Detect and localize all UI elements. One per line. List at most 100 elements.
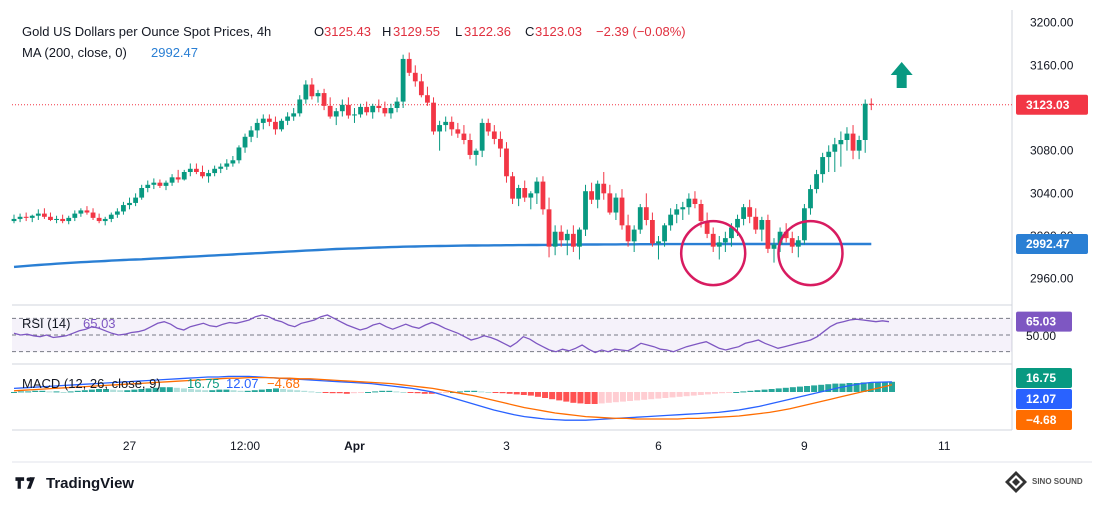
candle-body[interactable] [856, 140, 862, 151]
candle-body[interactable] [303, 84, 309, 100]
candle-body[interactable] [577, 229, 582, 247]
candle-body[interactable] [60, 218, 66, 222]
candle-body[interactable] [735, 218, 740, 228]
candle-body[interactable] [279, 120, 284, 130]
candle-body[interactable] [17, 216, 23, 219]
candle-body[interactable] [686, 198, 692, 208]
candle-body[interactable] [455, 129, 461, 134]
candle-body[interactable] [291, 113, 297, 117]
candle-body[interactable] [139, 188, 145, 198]
candle-body[interactable] [266, 118, 272, 122]
candle-body[interactable] [583, 191, 588, 230]
candle-body[interactable] [273, 121, 278, 130]
candle-body[interactable] [431, 102, 436, 132]
candle-body[interactable] [704, 221, 710, 234]
candle-body[interactable] [333, 111, 339, 117]
candle-body[interactable] [84, 210, 90, 213]
candle-body[interactable] [777, 231, 783, 245]
candle-body[interactable] [485, 122, 491, 132]
candle-body[interactable] [66, 217, 72, 222]
candle-body[interactable] [339, 104, 345, 112]
candle-body[interactable] [42, 213, 47, 217]
candle-body[interactable] [546, 209, 552, 247]
candle-body[interactable] [406, 58, 412, 73]
candle-body[interactable] [808, 189, 813, 209]
candle-body[interactable] [96, 217, 102, 222]
candle-body[interactable] [710, 233, 716, 247]
candle-body[interactable] [540, 181, 546, 210]
candle-body[interactable] [595, 183, 601, 200]
candle-body[interactable] [558, 231, 564, 241]
candle-body[interactable] [668, 214, 674, 226]
candle-body[interactable] [814, 174, 819, 190]
candle-body[interactable] [662, 225, 667, 242]
candle-body[interactable] [145, 184, 151, 188]
candle-body[interactable] [175, 177, 181, 180]
candle-body[interactable] [72, 213, 78, 218]
candle-body[interactable] [832, 144, 838, 152]
candle-body[interactable] [747, 207, 753, 217]
candle-body[interactable] [491, 131, 497, 139]
candle-body[interactable] [242, 136, 248, 148]
candle-body[interactable] [388, 108, 394, 114]
candle-body[interactable] [48, 216, 53, 220]
candle-body[interactable] [643, 207, 649, 220]
candle-body[interactable] [552, 231, 558, 247]
candle-body[interactable] [783, 231, 789, 239]
candle-body[interactable] [789, 238, 795, 247]
candle-body[interactable] [224, 163, 230, 167]
candle-body[interactable] [656, 241, 661, 244]
candle-body[interactable] [528, 193, 534, 198]
candle-body[interactable] [753, 216, 759, 230]
candle-body[interactable] [741, 207, 746, 219]
candle-body[interactable] [297, 99, 303, 114]
candle-body[interactable] [479, 122, 485, 151]
candle-body[interactable] [400, 58, 406, 102]
candle-body[interactable] [522, 188, 528, 198]
candle-body[interactable] [236, 147, 242, 161]
candle-body[interactable] [133, 197, 138, 203]
candle-body[interactable] [327, 105, 333, 117]
candle-body[interactable] [157, 182, 163, 186]
candle-body[interactable] [516, 188, 522, 199]
candle-body[interactable] [771, 244, 777, 249]
candle-body[interactable] [698, 204, 704, 222]
candle-body[interactable] [802, 208, 807, 241]
candle-body[interactable] [637, 207, 643, 230]
candle-body[interactable] [437, 125, 442, 132]
time-axis[interactable]: 27 12:00 Apr 3 6 9 11 [123, 439, 951, 453]
candle-body[interactable] [376, 105, 382, 108]
candle-body[interactable] [826, 151, 832, 158]
candle-body[interactable] [607, 193, 613, 213]
candle-body[interactable] [716, 242, 722, 247]
candle-body[interactable] [121, 205, 126, 212]
candle-body[interactable] [504, 148, 509, 177]
candle-body[interactable] [102, 218, 108, 222]
candle-body[interactable] [601, 183, 607, 194]
candle-body[interactable] [230, 160, 236, 164]
candle-body[interactable] [820, 157, 826, 175]
candle-body[interactable] [412, 72, 418, 82]
candle-body[interactable] [692, 198, 698, 204]
candle-body[interactable] [187, 168, 193, 172]
candle-body[interactable] [473, 150, 479, 155]
candle-body[interactable] [759, 220, 765, 230]
price-axis[interactable]: 3200.003160.003120.003080.003040.003000.… [1016, 16, 1088, 430]
candle-body[interactable] [346, 104, 351, 116]
candle-body[interactable] [321, 93, 327, 106]
candle-body[interactable] [534, 181, 540, 194]
tradingview-brand[interactable]: TradingView [14, 474, 134, 492]
candle-body[interactable] [570, 233, 576, 247]
candle-body[interactable] [680, 207, 686, 210]
rsi-pane[interactable] [12, 314, 1012, 354]
candle-body[interactable] [364, 106, 370, 113]
candle-body[interactable] [114, 211, 120, 215]
candle-body[interactable] [631, 229, 637, 242]
candle-body[interactable] [315, 93, 321, 97]
candle-body[interactable] [461, 133, 467, 140]
candle-body[interactable] [613, 197, 619, 213]
candle-body[interactable] [722, 238, 728, 243]
candle-body[interactable] [370, 105, 376, 113]
candle-body[interactable] [23, 216, 29, 218]
